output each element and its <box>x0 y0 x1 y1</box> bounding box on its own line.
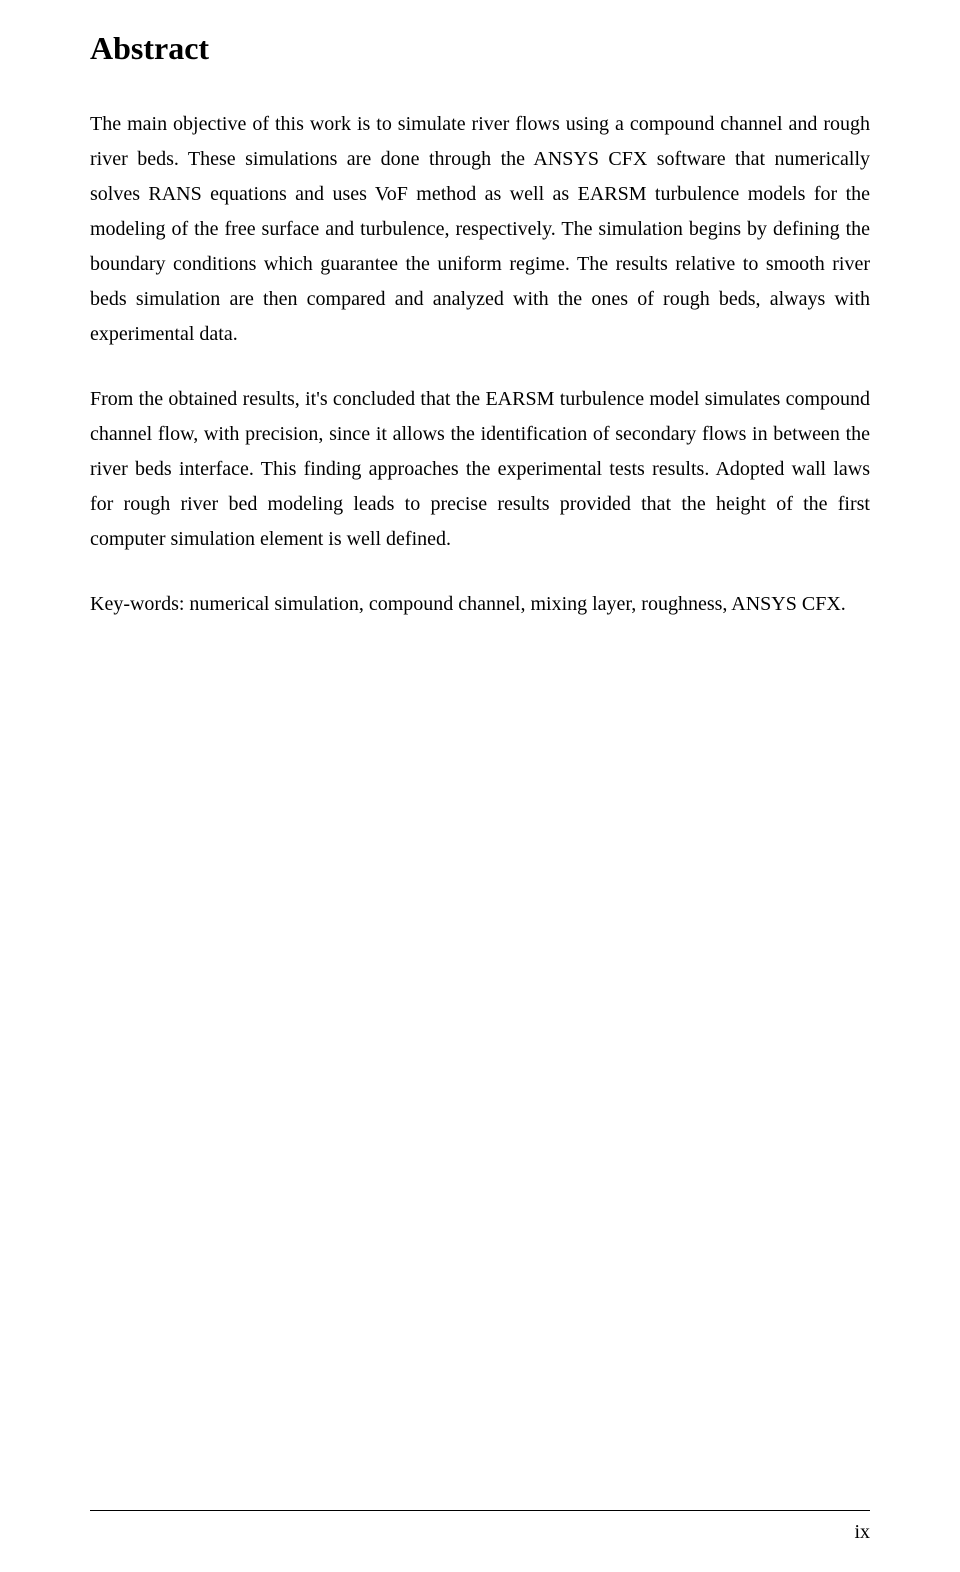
page-number: ix <box>90 1521 870 1544</box>
abstract-title: Abstract <box>90 30 870 67</box>
footer-divider <box>90 1510 870 1511</box>
keywords: Key-words: numerical simulation, compoun… <box>90 587 870 622</box>
abstract-paragraph-2: From the obtained results, it's conclude… <box>90 382 870 557</box>
page-footer: ix <box>90 1510 870 1544</box>
abstract-paragraph-1: The main objective of this work is to si… <box>90 107 870 352</box>
